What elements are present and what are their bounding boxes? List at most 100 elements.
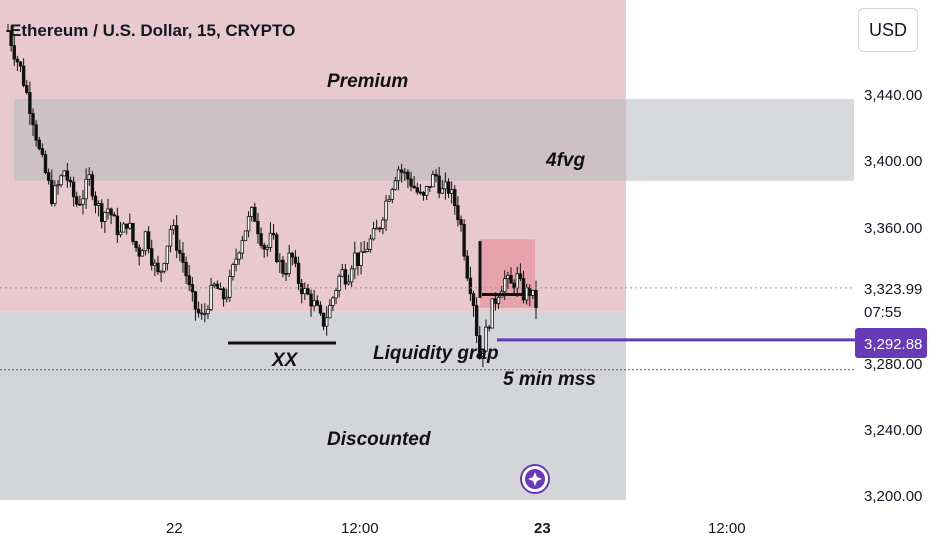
candle-body bbox=[384, 200, 388, 221]
candle-body bbox=[12, 45, 16, 60]
candle-body bbox=[337, 275, 341, 291]
candle-body bbox=[134, 241, 138, 249]
candle-body bbox=[415, 187, 419, 193]
chart-title: Ethereum / U.S. Dollar, 15, CRYPTO bbox=[10, 21, 295, 40]
candle-body bbox=[290, 252, 295, 258]
candle-body bbox=[206, 309, 210, 315]
candle-body bbox=[453, 189, 457, 206]
candle-body bbox=[118, 231, 123, 236]
candle-body bbox=[321, 312, 326, 327]
candle-body bbox=[106, 208, 110, 213]
candle-body bbox=[312, 300, 316, 307]
candle-body bbox=[171, 225, 176, 231]
candle-body bbox=[34, 124, 38, 141]
time-tick-22: 22 bbox=[166, 520, 183, 537]
candle-body bbox=[328, 304, 332, 319]
candle-body bbox=[509, 275, 513, 284]
candle-body bbox=[362, 251, 366, 254]
candle-body bbox=[25, 85, 29, 93]
candle-body bbox=[318, 304, 323, 314]
candle-body bbox=[143, 231, 148, 252]
candle-body bbox=[534, 289, 538, 309]
candle-body bbox=[412, 185, 416, 189]
candle-body bbox=[87, 174, 91, 180]
price-tick-3400: 3,400.00 bbox=[864, 153, 922, 170]
candle-body bbox=[390, 188, 394, 200]
candle-body bbox=[424, 186, 429, 196]
price-tick-3360: 3,360.00 bbox=[864, 220, 922, 237]
candle-body bbox=[281, 259, 285, 274]
candle-body bbox=[121, 223, 126, 233]
mss-label: 5 min mss bbox=[503, 369, 596, 390]
candle-body bbox=[409, 178, 413, 187]
candle-body bbox=[309, 293, 313, 307]
candle-body bbox=[268, 232, 273, 248]
time-tick-1200-a: 12:00 bbox=[341, 520, 379, 537]
candle-body bbox=[421, 191, 426, 196]
candle-body bbox=[524, 287, 529, 301]
candle-body bbox=[521, 278, 526, 301]
candle-body bbox=[306, 288, 310, 295]
event-star-icon[interactable] bbox=[520, 464, 550, 494]
candle-body bbox=[125, 223, 129, 229]
candle-body bbox=[181, 252, 185, 263]
candle-body bbox=[131, 223, 135, 242]
candle-body bbox=[168, 229, 173, 247]
candle-body bbox=[59, 175, 63, 186]
candle-body bbox=[349, 268, 354, 283]
time-tick-23: 23 bbox=[534, 520, 551, 537]
candle-body bbox=[403, 171, 407, 174]
candle-body bbox=[43, 154, 48, 174]
candle-body bbox=[15, 58, 20, 63]
candle-body bbox=[518, 273, 523, 279]
candle-body bbox=[418, 191, 423, 194]
discounted-label: Discounted bbox=[327, 429, 431, 450]
candle-body bbox=[84, 178, 88, 200]
candle-body bbox=[31, 113, 35, 126]
candle-body bbox=[62, 170, 66, 177]
candle-body bbox=[293, 256, 298, 264]
candle-body bbox=[440, 188, 444, 194]
currency-button[interactable]: USD bbox=[858, 8, 918, 52]
candle-body bbox=[506, 275, 510, 279]
candle-body bbox=[78, 203, 82, 206]
candle-body bbox=[284, 273, 288, 275]
candle-body bbox=[368, 238, 373, 250]
candle-body bbox=[231, 264, 235, 277]
candle-body bbox=[228, 276, 232, 298]
candle-body bbox=[299, 283, 304, 295]
candle-body bbox=[221, 288, 226, 300]
candle-body bbox=[437, 175, 441, 194]
price-tick-3200: 3,200.00 bbox=[864, 488, 922, 505]
candle-body bbox=[381, 219, 385, 229]
candle-body bbox=[265, 246, 270, 250]
candle-body bbox=[478, 335, 482, 359]
candle-body bbox=[443, 181, 448, 190]
candle-body bbox=[278, 259, 282, 263]
candle-body bbox=[396, 169, 401, 182]
candle-body bbox=[334, 290, 338, 299]
candle-body bbox=[203, 313, 207, 316]
candle-body bbox=[215, 283, 220, 289]
candle-body bbox=[178, 249, 182, 254]
candle-body bbox=[259, 233, 263, 246]
candle-body bbox=[246, 216, 251, 232]
candle-body bbox=[153, 262, 157, 266]
candlestick-series bbox=[6, 23, 538, 368]
candle-body bbox=[71, 181, 76, 198]
candle-body bbox=[21, 65, 26, 86]
current-price-badge bbox=[855, 328, 927, 358]
candle-body bbox=[28, 92, 32, 114]
candle-body bbox=[109, 208, 113, 216]
candle-body bbox=[449, 189, 454, 194]
candle-body bbox=[512, 282, 516, 289]
candle-body bbox=[150, 248, 154, 266]
candle-body bbox=[243, 230, 248, 241]
current-price-label: 3,292.88 bbox=[864, 336, 922, 353]
candle-body bbox=[262, 244, 266, 250]
candle-body bbox=[37, 139, 41, 150]
candle-body bbox=[303, 288, 307, 295]
candle-body bbox=[50, 180, 54, 205]
candle-body bbox=[146, 231, 151, 249]
